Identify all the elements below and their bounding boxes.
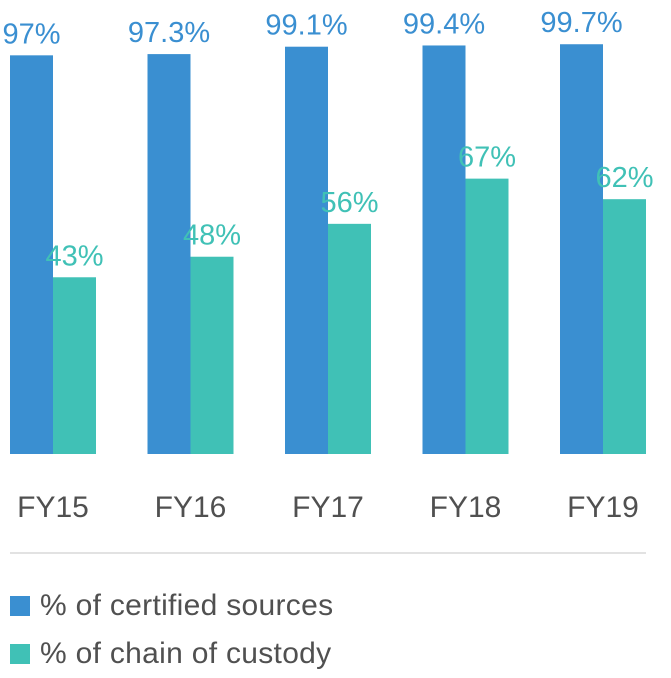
bar-certified-sources-fy16 — [147, 54, 191, 455]
data-label-certified-sources-fy16: 97.3% — [128, 17, 210, 49]
data-label-certified-sources-fy19: 99.7% — [540, 7, 622, 39]
x-tick-label-fy16: FY16 — [155, 491, 227, 524]
bar-chain-of-custody-fy15 — [53, 277, 96, 454]
legend-label-certified-sources: % of certified sources — [40, 589, 334, 622]
x-tick-label-fy15: FY15 — [17, 491, 89, 524]
legend: % of certified sources % of chain of cus… — [10, 582, 333, 678]
data-label-chain-of-custody-fy18: 67% — [458, 142, 516, 174]
data-label-chain-of-custody-fy17: 56% — [320, 187, 378, 219]
bar-certified-sources-fy17 — [285, 46, 328, 454]
legend-swatch-chain-of-custody — [10, 644, 30, 664]
data-label-chain-of-custody-fy19: 62% — [595, 162, 653, 194]
x-tick-label-fy19: FY19 — [567, 491, 639, 524]
data-label-certified-sources-fy15: 97% — [2, 18, 60, 50]
legend-label-chain-of-custody: % of chain of custody — [40, 637, 332, 670]
bar-certified-sources-fy19 — [560, 44, 603, 454]
legend-divider — [10, 552, 646, 554]
bar-chain-of-custody-fy17 — [328, 223, 371, 454]
bar-certified-sources-fy15 — [10, 55, 53, 455]
bar-chain-of-custody-fy16 — [190, 256, 234, 454]
bar-chart: 97% 43% FY15 97.3% 48% FY16 99.1% 56% FY17 99.4% 6… — [2, 7, 653, 524]
data-label-certified-sources-fy18: 99.4% — [403, 8, 485, 40]
legend-swatch-certified-sources — [10, 596, 30, 616]
bar-chain-of-custody-fy18 — [465, 178, 509, 454]
legend-item-certified-sources: % of certified sources — [10, 582, 333, 630]
data-label-chain-of-custody-fy16: 48% — [183, 220, 241, 252]
data-label-certified-sources-fy17: 99.1% — [265, 10, 347, 42]
bar-chain-of-custody-fy19 — [603, 199, 646, 454]
x-tick-label-fy17: FY17 — [292, 491, 364, 524]
legend-item-chain-of-custody: % of chain of custody — [10, 630, 333, 678]
bar-certified-sources-fy18 — [422, 45, 466, 454]
data-label-chain-of-custody-fy15: 43% — [45, 240, 103, 272]
x-tick-label-fy18: FY18 — [430, 491, 502, 524]
